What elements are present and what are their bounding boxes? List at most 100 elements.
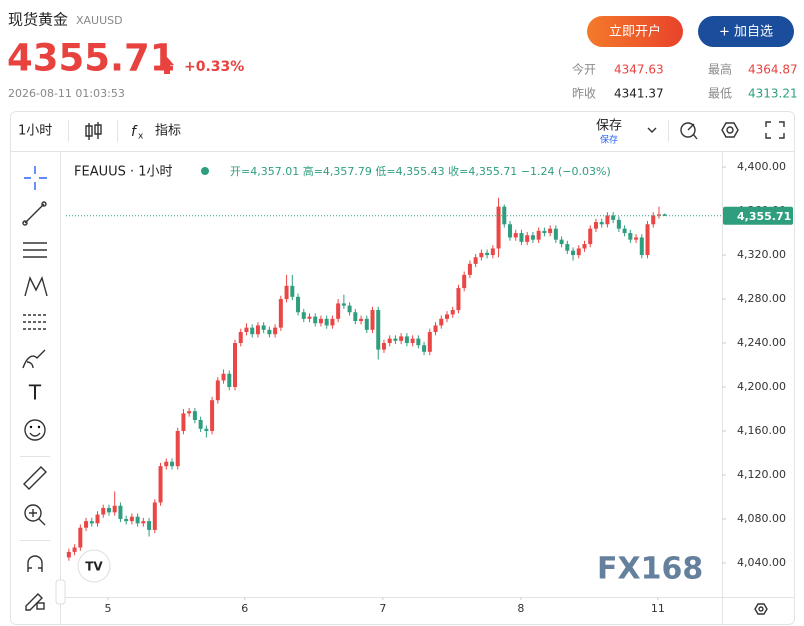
add-watch-button[interactable]: + 加自选 [698, 16, 794, 47]
legend-symbol: FEAUUS · 1小时 [74, 165, 173, 180]
y-tick-label: 4,280.00 [737, 292, 786, 305]
candle-body [410, 338, 415, 344]
candle-body [250, 327, 255, 335]
candle-body [462, 274, 467, 289]
candle-body [508, 224, 513, 238]
stat-value: 4347.63 [614, 63, 664, 77]
candle-body [571, 250, 576, 256]
candle-body [473, 257, 478, 264]
candle-body [393, 338, 398, 341]
candle-body [353, 312, 358, 322]
open-account-button[interactable]: 立即开户 [587, 16, 683, 47]
candle-body [553, 228, 558, 240]
candle-body [490, 248, 495, 256]
settings-button[interactable] [721, 122, 739, 138]
fx-icon: f [131, 124, 138, 140]
candle-body [399, 336, 404, 341]
candle-body [101, 507, 106, 515]
save-button[interactable]: 保存 [596, 119, 622, 134]
interval-button[interactable]: 1小时 [18, 124, 52, 139]
watermark-text: FX168 [597, 552, 703, 587]
lock-tool[interactable] [25, 593, 45, 611]
candle-body [106, 507, 111, 513]
sidebar-toggle[interactable] [55, 579, 66, 605]
alert-button[interactable] [680, 122, 698, 140]
candle-body [370, 310, 375, 330]
chart-type-button[interactable] [85, 122, 102, 140]
y-tick-label: 4,160.00 [737, 424, 786, 437]
magnet-tool[interactable] [27, 555, 43, 572]
trendline-tool[interactable] [22, 201, 47, 226]
candle-body [422, 345, 427, 352]
title: 现货黄金 [8, 11, 68, 29]
text-tool[interactable]: T [28, 381, 42, 405]
candle-body [450, 310, 455, 315]
candle-body [187, 411, 192, 414]
candle-body [530, 235, 535, 240]
ruler-tool[interactable] [23, 466, 47, 490]
candle-body [290, 285, 295, 297]
candle-body [192, 411, 197, 420]
stat-value: 4364.87 [748, 63, 798, 77]
candle-body [651, 215, 656, 225]
legend-change: −1.24 (−0.03%) [521, 165, 611, 178]
candle-body [548, 228, 553, 234]
candle-body [599, 222, 604, 225]
indicators-button[interactable]: 指标 [155, 124, 181, 139]
candle-body [227, 373, 232, 387]
candle-body [261, 325, 266, 330]
candle-body [336, 303, 341, 319]
tv-logo[interactable]: TV [77, 549, 111, 583]
y-tick-label: 4,040.00 [737, 556, 786, 569]
candle-body [639, 237, 644, 256]
candle-body [215, 380, 220, 401]
pattern-tool[interactable] [24, 276, 48, 297]
candle-body [267, 329, 272, 335]
legend-close: 收=4,355.71 [448, 164, 517, 178]
candle-body [307, 316, 312, 319]
parallel-tool[interactable] [23, 242, 47, 258]
up-arrow [160, 57, 174, 74]
brush-tool[interactable] [22, 349, 46, 369]
crosshair-tool[interactable] [24, 166, 47, 190]
candle-body [181, 413, 186, 431]
y-tick-label: 4,120.00 [737, 468, 786, 481]
candle-body [135, 516, 140, 524]
legend-high: 高=4,357.79 [303, 164, 372, 178]
emoji-tool[interactable] [24, 419, 46, 441]
candle-body [324, 318, 329, 326]
tv-logo-text: TV [85, 560, 103, 574]
x-tick-label: 5 [104, 602, 111, 615]
axis-settings-button[interactable] [754, 603, 768, 615]
candles [66, 197, 667, 561]
fib-tool[interactable] [23, 314, 47, 330]
fullscreen-button[interactable] [765, 121, 785, 139]
zoom-tool[interactable] [24, 504, 46, 526]
candle-body [576, 248, 581, 256]
button-label: 立即开户 [609, 24, 661, 40]
candle-body [536, 230, 541, 240]
candle-body [129, 516, 134, 522]
timestamp: 2026-08-11 01:03:53 [8, 87, 125, 100]
candle-body [318, 318, 323, 324]
save-dropdown[interactable] [647, 127, 657, 133]
candle-body [238, 332, 243, 344]
change: +0.33% [184, 59, 244, 75]
candle-body [485, 252, 490, 256]
candle-body [513, 233, 518, 238]
symbol: XAUUSD [76, 14, 123, 27]
candle-body [467, 263, 472, 275]
candle-body [141, 521, 146, 524]
stat-label: 最低 [708, 87, 732, 101]
x-tick-label: 8 [517, 602, 524, 615]
candle-body [118, 505, 123, 519]
candle-body [301, 312, 306, 319]
watermark: FX168 [597, 552, 703, 587]
candle-body [622, 228, 627, 234]
candle-body [147, 521, 152, 530]
y-tick-label: 4,400.00 [737, 160, 786, 173]
last-price-box [723, 206, 793, 225]
price: 4355.71 [7, 37, 176, 80]
candle-body [95, 514, 100, 524]
